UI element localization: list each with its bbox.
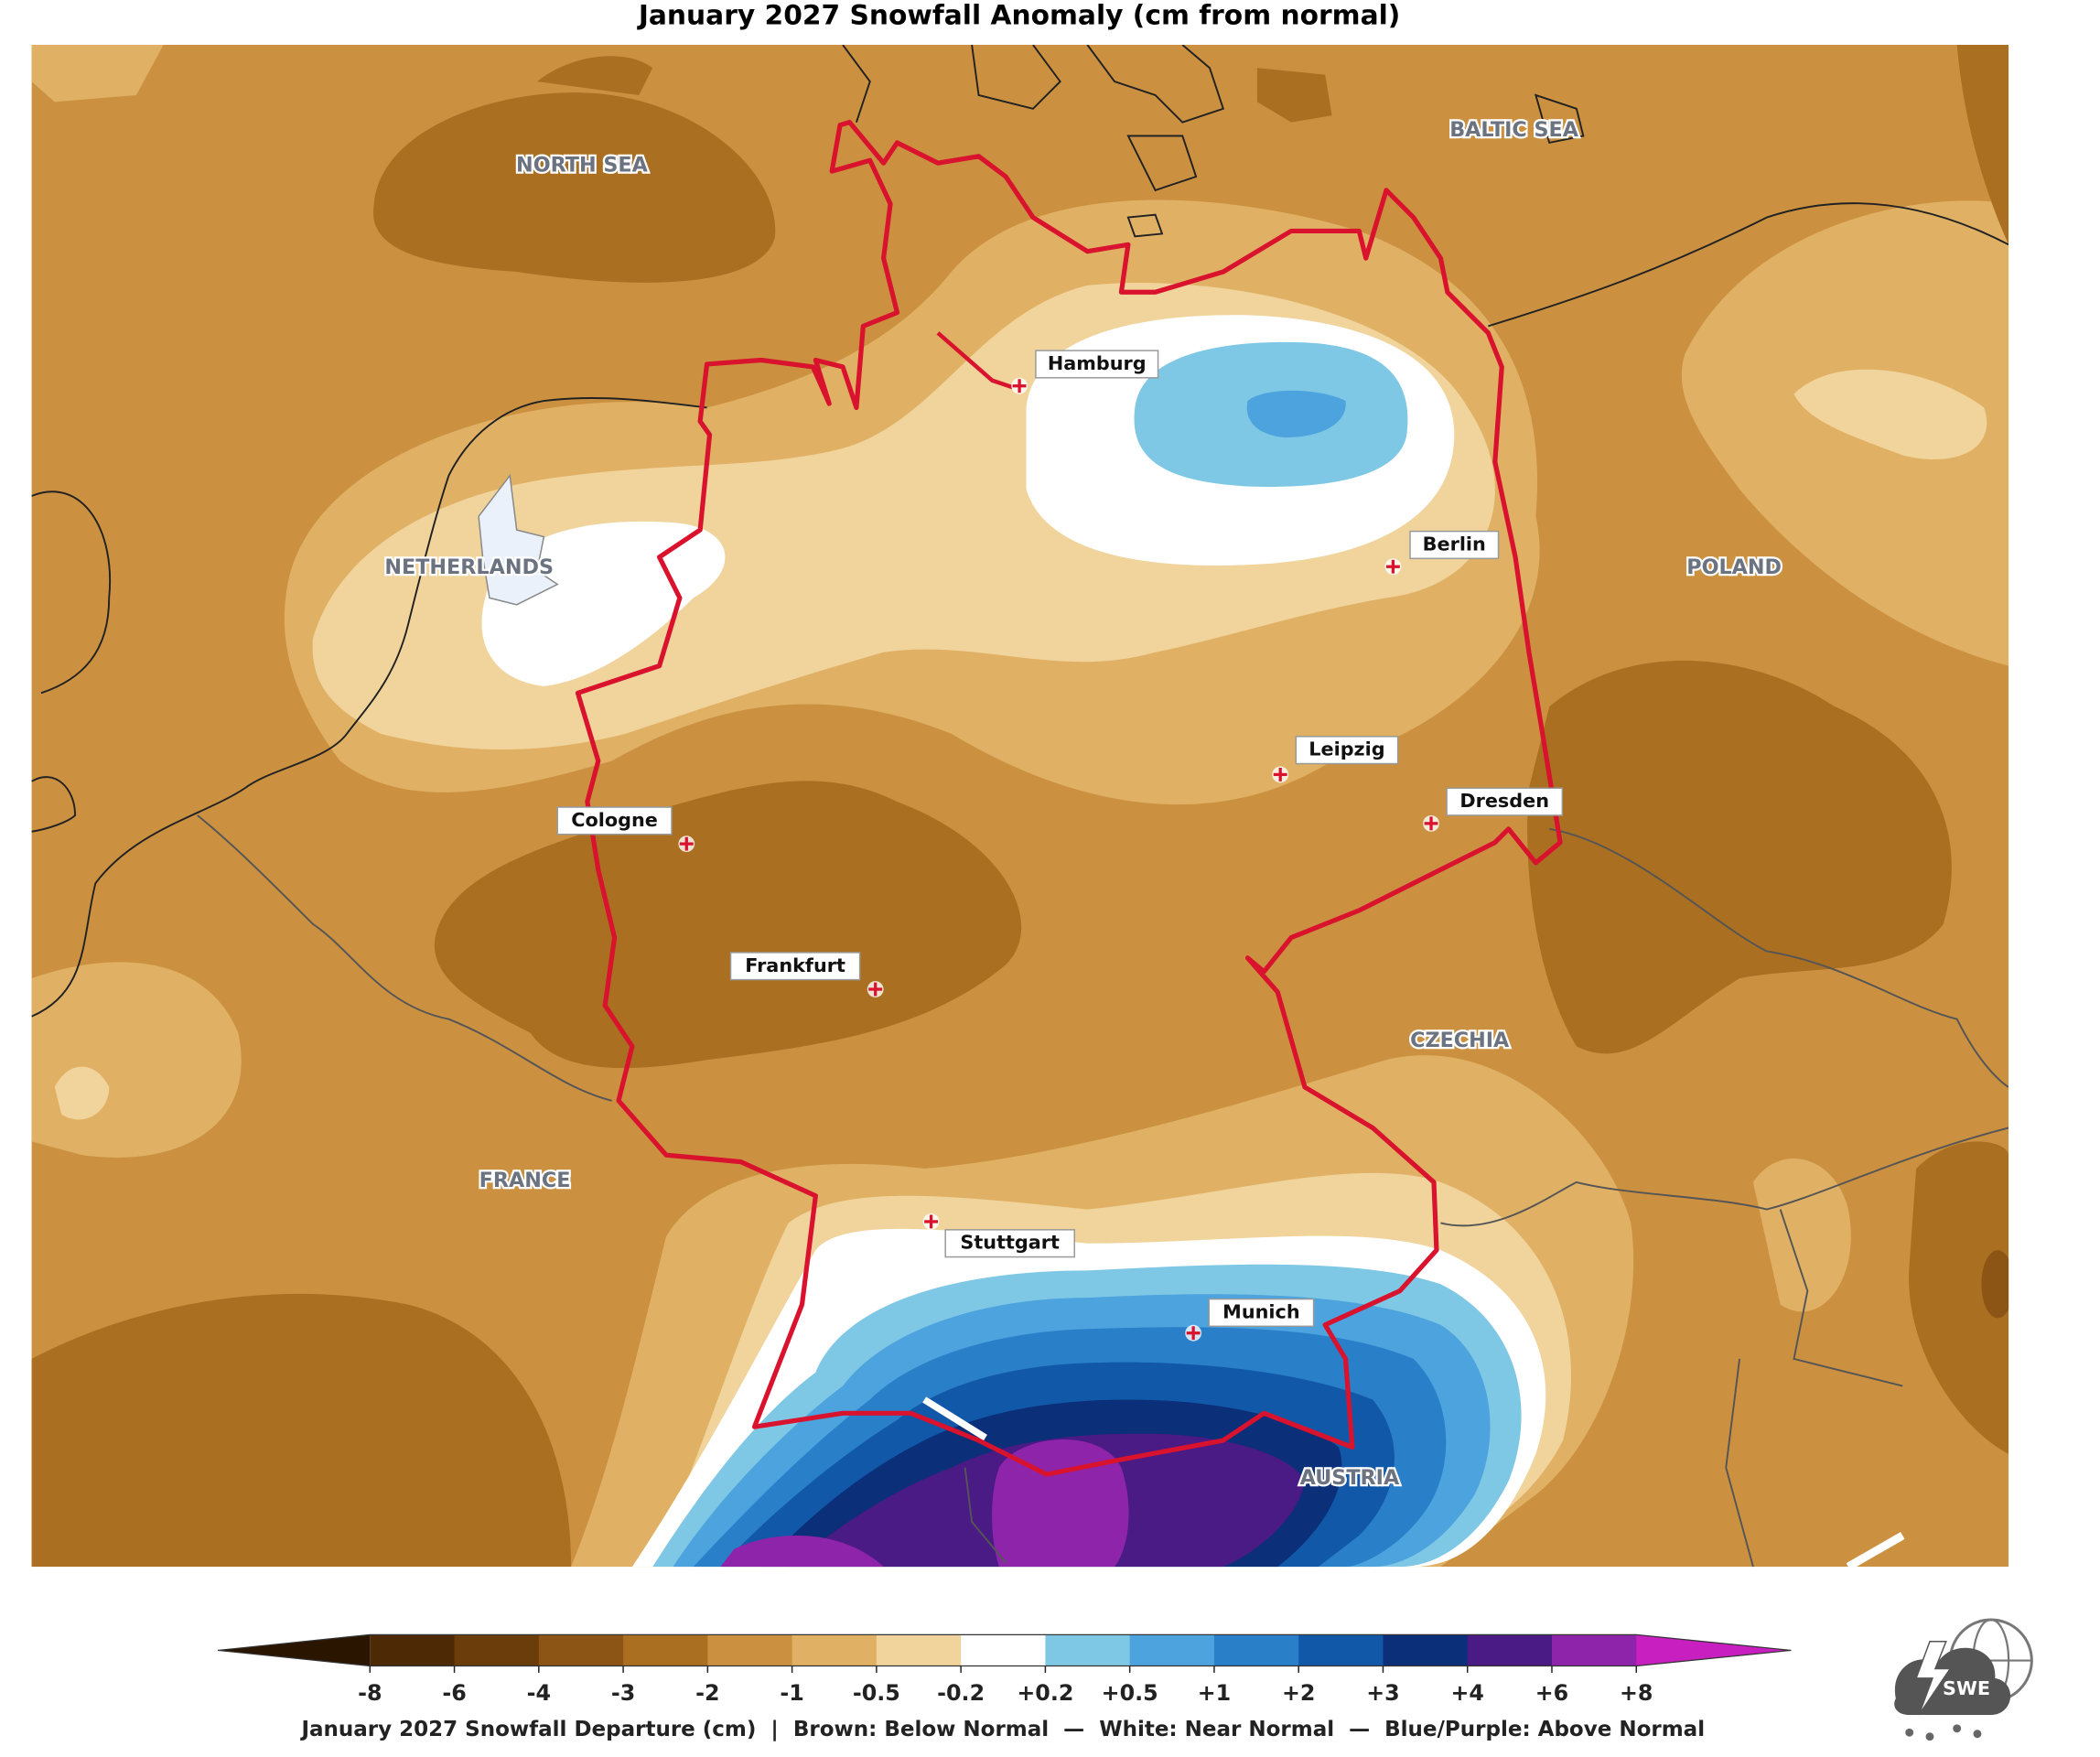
region-label: NETHERLANDS — [384, 555, 554, 579]
colorbar-bin — [1129, 1634, 1215, 1666]
city-label: Stuttgart — [960, 1232, 1060, 1254]
colorbar-caption: January 2027 Snowfall Departure (cm) | B… — [299, 1718, 1705, 1741]
city-label: Munich — [1222, 1300, 1299, 1322]
colorbar-bin — [370, 1634, 456, 1666]
region-label: AUSTRIA — [1300, 1466, 1400, 1490]
colorbar-bin — [1551, 1634, 1637, 1666]
region-label: NORTH SEA — [516, 154, 649, 178]
city-label: Dresden — [1459, 790, 1549, 812]
colorbar-bin — [623, 1634, 709, 1666]
colorbar-bin — [1383, 1634, 1469, 1666]
colorbar-tick-label: -6 — [442, 1680, 466, 1706]
region-label: FRANCE — [479, 1169, 571, 1192]
city-label: Leipzig — [1308, 738, 1384, 760]
colorbar-tick-label: +1 — [1198, 1680, 1231, 1706]
logo: SWE — [1894, 1618, 2033, 1741]
colorbar-bin — [538, 1634, 624, 1666]
colorbar-bin — [792, 1634, 878, 1666]
colorbar-tick-label: -1 — [780, 1680, 803, 1706]
colorbar-bin — [1045, 1634, 1131, 1666]
colorbar-under — [217, 1634, 371, 1666]
region-label: POLAND — [1686, 555, 1782, 579]
city-label: Berlin — [1423, 533, 1486, 555]
colorbar-tick-label: +3 — [1366, 1680, 1399, 1706]
colorbar-tick-label: -4 — [527, 1680, 551, 1706]
colorbar-bin — [1467, 1634, 1553, 1666]
colorbar-over — [1636, 1634, 1792, 1666]
city-label-box — [1208, 1298, 1315, 1328]
colorbar-bin — [454, 1634, 540, 1666]
colorbar-bin — [1298, 1634, 1384, 1666]
city-label: Frankfurt — [745, 954, 845, 976]
colorbar-tick-label: -8 — [358, 1680, 382, 1706]
colorbar-tick-label: -2 — [695, 1680, 719, 1706]
title: January 2027 Snowfall Anomaly (cm from n… — [637, 0, 1401, 31]
colorbar-tick-label: +6 — [1535, 1680, 1568, 1706]
region-labels: NORTH SEA BALTIC SEA NETHERLANDS POLAND … — [382, 116, 1783, 1492]
colorbar-tick-label: -0.5 — [853, 1680, 900, 1706]
city-label: Hamburg — [1048, 352, 1147, 374]
colorbar-tick-label: +0.2 — [1017, 1680, 1073, 1706]
city-label-box — [556, 806, 673, 835]
colorbar-tick-label: +4 — [1450, 1680, 1483, 1706]
city-label-box — [1446, 787, 1564, 816]
city-label-box — [1035, 350, 1159, 379]
city-markers: Hamburg Berlin Leipzig Dresden Cologne Frankf… — [556, 350, 1564, 1342]
colorbar: -8 -6 -4 -3 -2 -1 -0.5 -0.2 +0.2 +0.5 +1 +2 +3 +4 +6 +8 — [217, 1633, 1792, 1706]
colorbar-tick-label: +8 — [1620, 1680, 1653, 1706]
city-label-box — [944, 1229, 1075, 1258]
logo-text: SWE — [1943, 1677, 1990, 1699]
city-label-box — [1409, 530, 1500, 560]
colorbar-bin — [876, 1634, 962, 1666]
germany-border — [575, 120, 1563, 1477]
map — [31, 45, 2009, 1568]
colorbar-tick-label: +0.5 — [1102, 1680, 1158, 1706]
colorbar-bin — [1213, 1634, 1299, 1666]
colorbar-bin — [707, 1634, 793, 1666]
colorbar-tick-label: -3 — [611, 1680, 635, 1706]
city-label: Cologne — [571, 809, 658, 831]
region-label: CZECHIA — [1410, 1029, 1510, 1052]
colorbar-tick-label: -0.2 — [937, 1680, 985, 1706]
colorbar-bin — [961, 1634, 1047, 1666]
region-label: BALTIC SEA — [1449, 118, 1579, 142]
city-label-box — [1295, 736, 1399, 765]
city-label-box — [729, 952, 861, 981]
colorbar-tick-label: +2 — [1282, 1680, 1315, 1706]
